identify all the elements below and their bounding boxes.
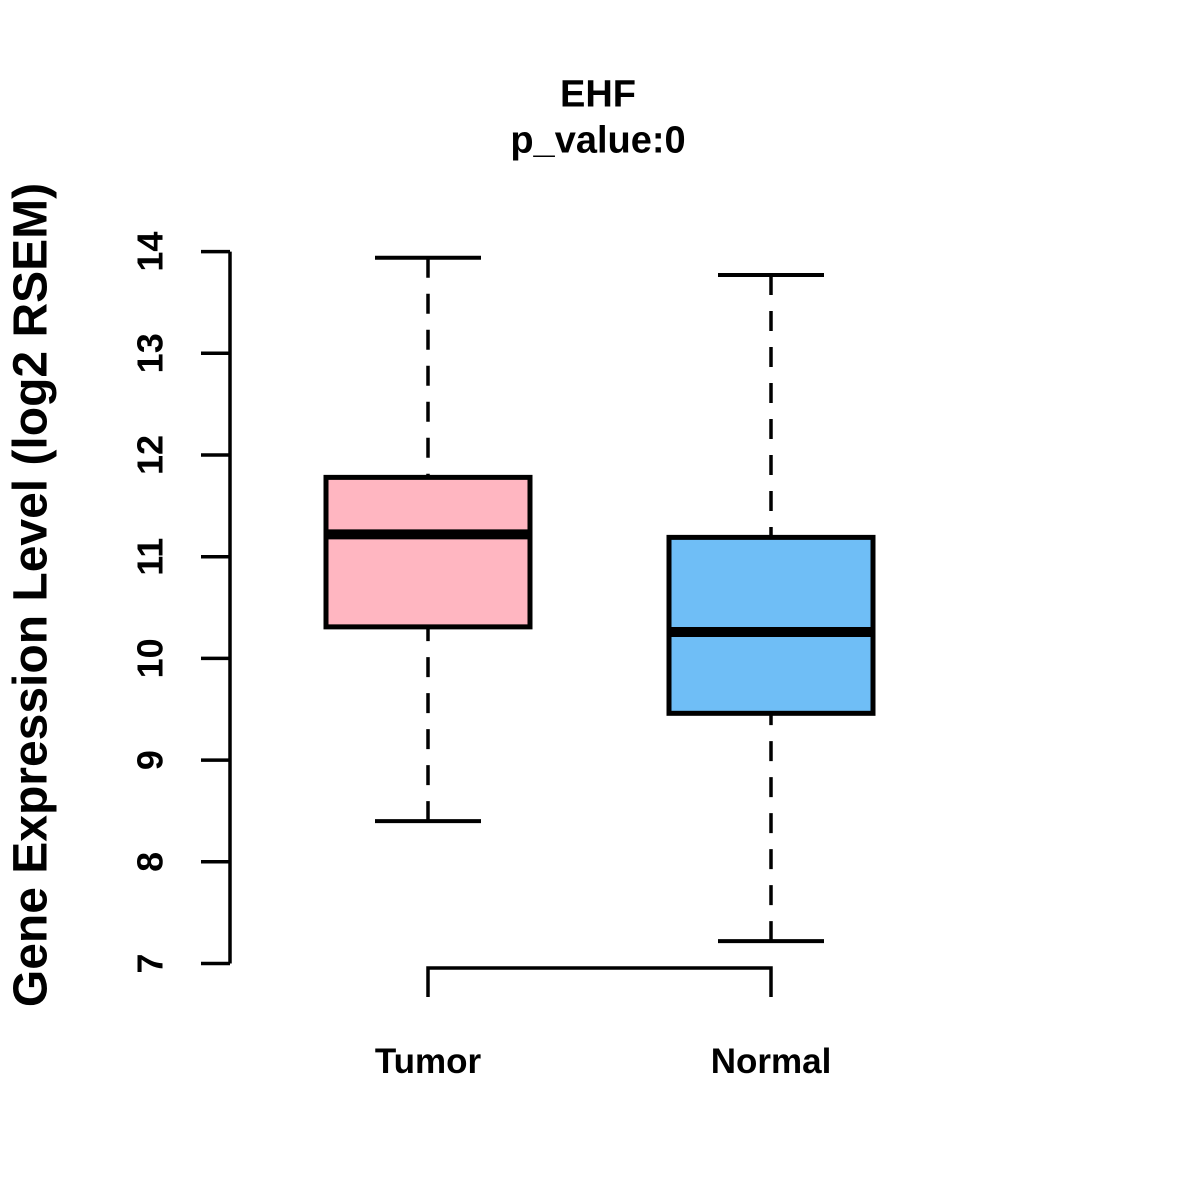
y-tick-label: 11	[130, 538, 171, 576]
y-axis-label: Gene Expression Level (log2 RSEM)	[4, 182, 58, 1008]
x-category-label-tumor: Tumor	[374, 1042, 482, 1081]
chart-subtitle: p_value:0	[510, 119, 686, 162]
x-category-label-normal: Normal	[710, 1042, 832, 1081]
y-tick-label: 12	[130, 435, 171, 475]
iqr-box-tumor	[323, 474, 533, 630]
y-tick-label: 13	[130, 333, 171, 373]
x-axis-bracket	[426, 966, 773, 997]
y-tick-label: 7	[130, 953, 171, 973]
iqr-box-normal	[666, 534, 876, 716]
y-tick-label: 9	[130, 750, 171, 770]
chart-title: EHF	[560, 73, 636, 116]
y-tick-label: 10	[130, 638, 171, 678]
y-tick-label: 8	[130, 852, 171, 872]
y-tick-label: 14	[130, 232, 171, 272]
